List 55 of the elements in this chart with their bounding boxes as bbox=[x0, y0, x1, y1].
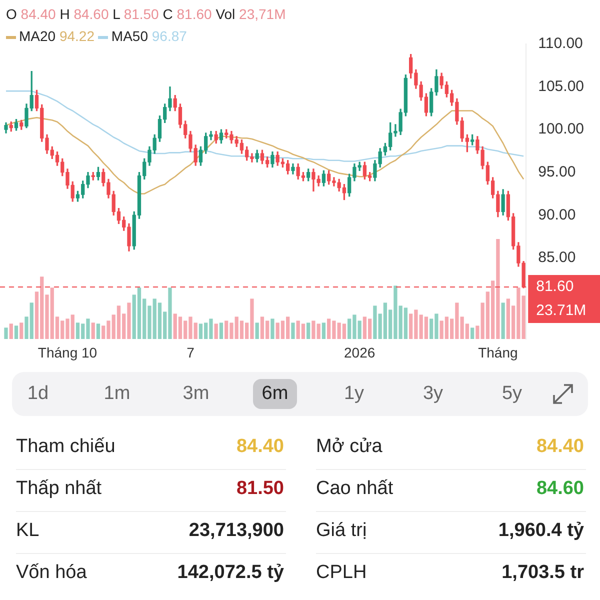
text: 23.71M bbox=[536, 302, 586, 320]
text: KL bbox=[16, 520, 40, 542]
bar bbox=[219, 322, 224, 340]
annotation: 94.22 bbox=[59, 28, 96, 44]
bar bbox=[306, 322, 310, 340]
y-tick-label: 95.00 bbox=[538, 163, 576, 180]
y-tick-label: 110.00 bbox=[538, 35, 583, 52]
bar bbox=[322, 322, 326, 340]
text: 1m bbox=[102, 382, 132, 406]
text: Cao nhất bbox=[316, 478, 394, 500]
legend-label: MA20 bbox=[19, 28, 57, 44]
text: Mở cửa bbox=[316, 436, 382, 458]
bar bbox=[9, 324, 13, 340]
y-tick-label: 85.00 bbox=[538, 249, 576, 266]
x-tick-label: Tháng bbox=[478, 344, 518, 360]
text: 142,072.5 tỷ bbox=[177, 562, 284, 584]
y-tick-label: 90.00 bbox=[538, 206, 576, 224]
text: Vốn hóa bbox=[16, 562, 87, 584]
bar bbox=[470, 328, 474, 340]
text: 3m bbox=[182, 382, 210, 406]
legend-label: MA50 bbox=[111, 28, 149, 44]
x-tick-label: 7 bbox=[186, 344, 195, 360]
text: Giá trị bbox=[316, 520, 367, 542]
bar bbox=[14, 326, 18, 340]
text: O 84.40 H 84.60 L 81.50 C 81.60 Vol 23,71M bbox=[6, 6, 286, 22]
text: 84.40 bbox=[236, 436, 284, 458]
annotation: 96.87 bbox=[152, 28, 187, 44]
bar bbox=[214, 324, 218, 340]
text: 1,960.4 tỷ bbox=[498, 520, 584, 542]
text: 84.40 bbox=[536, 436, 584, 458]
y-tick-label: 105.00 bbox=[538, 78, 584, 95]
text: 81.50 bbox=[236, 478, 284, 500]
bar bbox=[20, 322, 24, 340]
bar bbox=[255, 322, 259, 340]
text: 3y bbox=[422, 382, 444, 406]
text: 1y bbox=[342, 382, 366, 406]
text: Tham chiếu bbox=[16, 436, 116, 458]
y-tick-label: 100.00 bbox=[538, 120, 584, 138]
text: 84.60 bbox=[536, 478, 584, 500]
text: 1d bbox=[26, 382, 50, 406]
text: 5y bbox=[500, 382, 524, 406]
bar bbox=[4, 328, 8, 340]
text: CPLH bbox=[316, 562, 367, 584]
text: Thấp nhất bbox=[16, 478, 102, 500]
bar bbox=[91, 322, 95, 340]
bar bbox=[96, 324, 100, 340]
bar bbox=[291, 322, 295, 340]
ref-line-label: 81.60 bbox=[536, 278, 574, 296]
text: 1,703.5 tr bbox=[502, 562, 584, 584]
x-tick-label: Tháng 10 bbox=[38, 344, 98, 360]
text: 6m bbox=[253, 379, 297, 409]
bar bbox=[501, 302, 505, 340]
x-tick-label: 2026 bbox=[344, 344, 376, 360]
bar bbox=[270, 318, 274, 340]
text: 23,713,900 bbox=[188, 520, 284, 542]
